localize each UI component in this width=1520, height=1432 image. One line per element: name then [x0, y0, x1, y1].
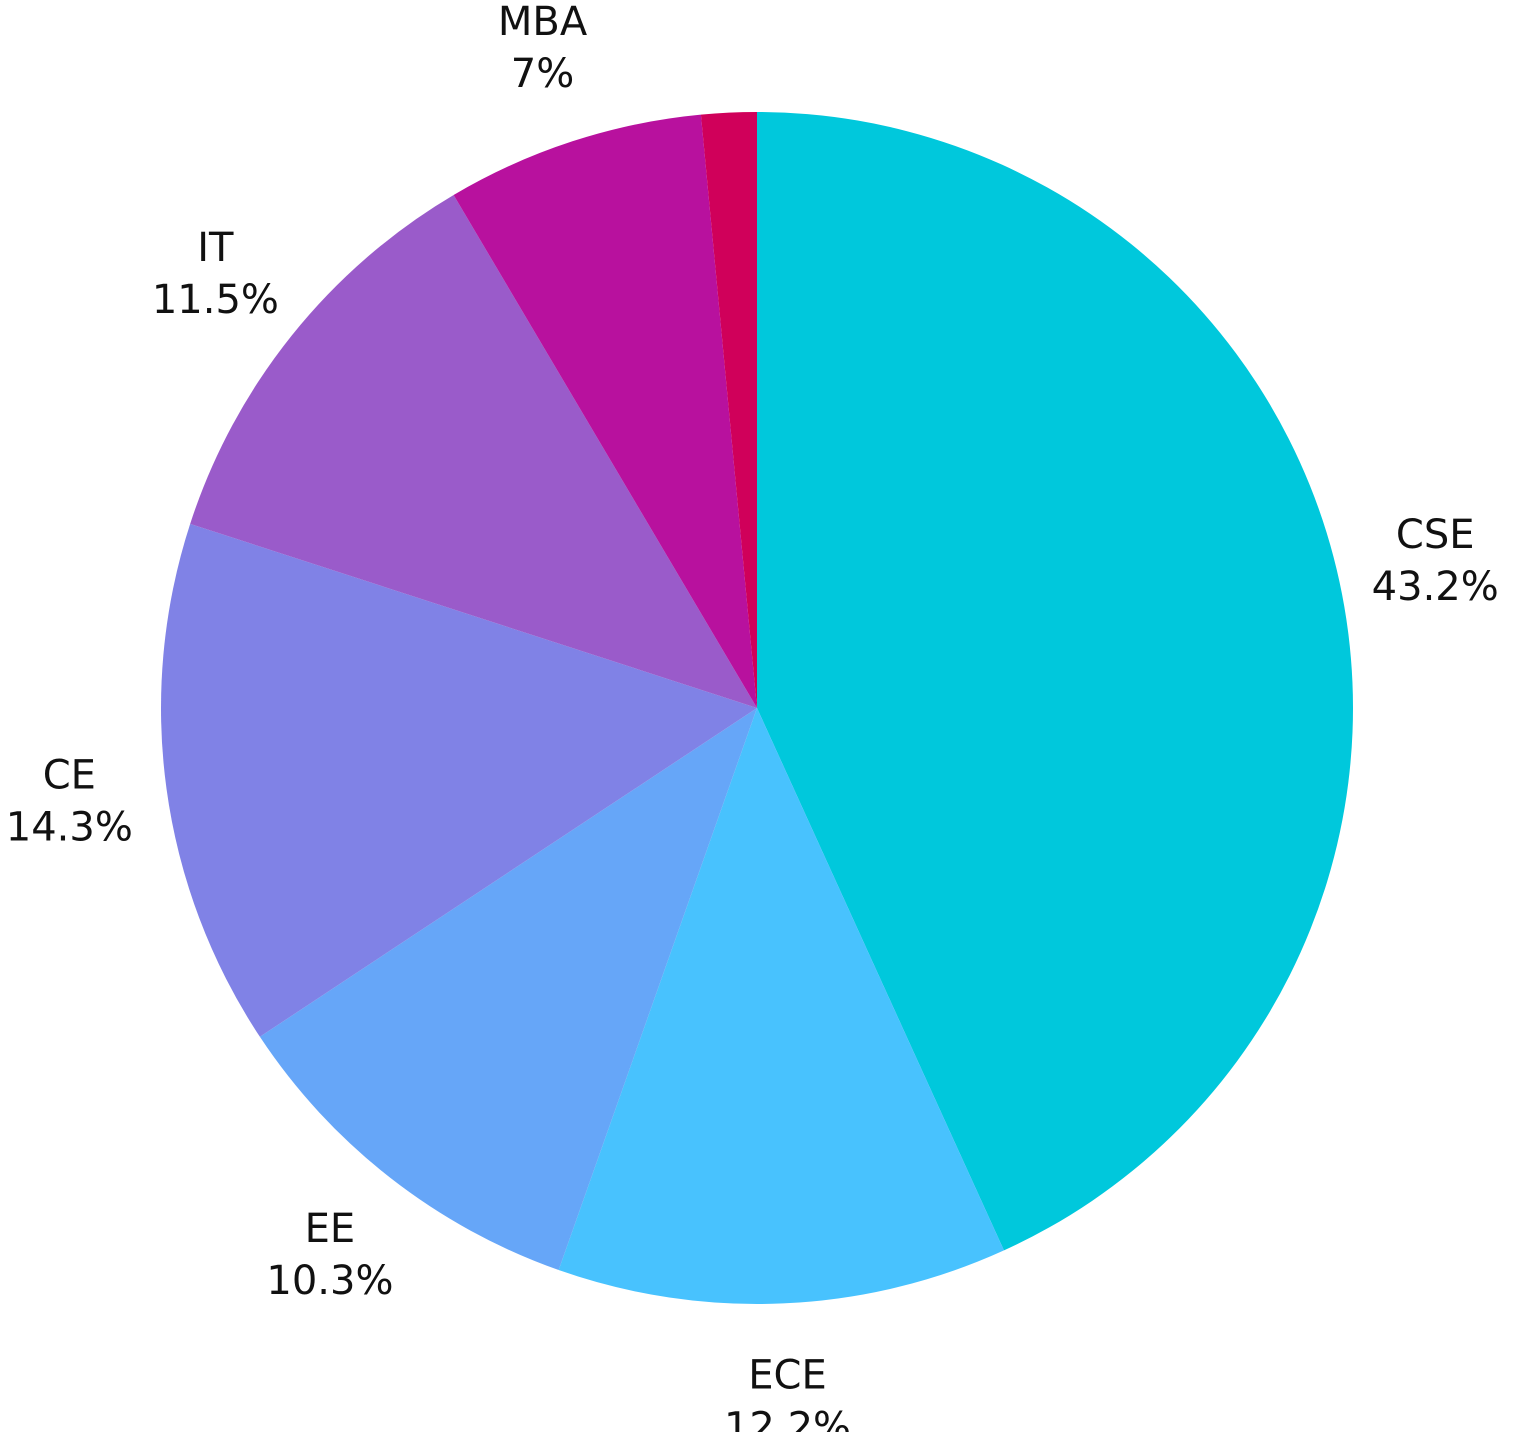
slice-value-label: 14.3%: [6, 804, 133, 850]
pie-slice: [757, 112, 1354, 1251]
slice-label: EE: [305, 1206, 356, 1252]
pie-slice: [259, 708, 757, 1271]
slice-label: CE: [43, 752, 96, 798]
slice-value-label: 7%: [511, 51, 574, 97]
slice-label: CSE: [1396, 512, 1475, 558]
pie-slice: [700, 112, 757, 708]
slice-label: MBA: [498, 0, 588, 45]
slice-value-label: 11.5%: [152, 277, 279, 323]
slice-value-label: 12.2%: [724, 1404, 851, 1432]
slice-value-label: 43.2%: [1372, 564, 1499, 610]
pie-slice: [453, 114, 757, 708]
pie-slice: [160, 523, 757, 1037]
pie-slice: [558, 708, 1004, 1304]
slice-label: IT: [197, 225, 234, 271]
slice-label: ECE: [748, 1352, 826, 1398]
pie-slice: [190, 194, 758, 709]
slice-value-label: 10.3%: [266, 1258, 393, 1304]
